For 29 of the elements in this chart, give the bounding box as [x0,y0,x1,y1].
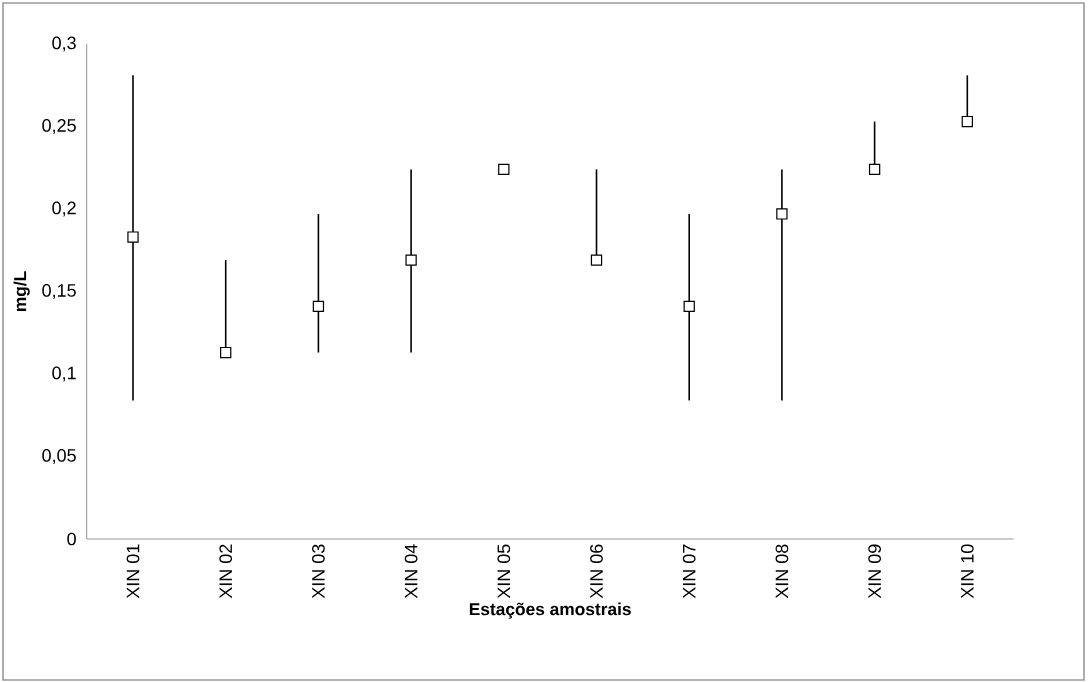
y-tick-label: 0,15 [42,284,76,299]
x-tick-label: XIN 04 [404,544,418,599]
point [127,231,139,243]
x-axis-title: Estações amostrais [469,602,631,619]
y-tick-label: 0,05 [42,449,76,464]
y-tick-label: 0 [67,532,76,546]
point [498,163,510,176]
point [776,208,788,220]
x-tick-label: XIN 06 [590,544,603,599]
point [590,254,603,266]
x-tick-label: XIN 05 [497,544,511,599]
y-tick-label: 0,25 [42,119,76,134]
point [405,254,417,266]
y-tick-label: 0,3 [52,36,76,52]
point [220,346,232,359]
point [312,300,325,313]
x-tick-label: XIN 02 [219,544,233,599]
x-tick-label: XIN 07 [682,544,696,599]
x-tick-label: XIN 09 [868,544,881,599]
x-tick-label: XIN 01 [126,544,140,599]
point [683,300,695,313]
point [961,115,973,128]
y-tick-label: 0,1 [52,366,76,382]
y-tick-label: 0,2 [52,201,76,217]
x-tick-label: XIN 08 [775,544,789,599]
x-tick-label: XIN 10 [960,544,974,599]
y-axis-title: mg/L [13,271,30,312]
x-tick-label: XIN 03 [312,544,325,599]
point [868,163,881,176]
